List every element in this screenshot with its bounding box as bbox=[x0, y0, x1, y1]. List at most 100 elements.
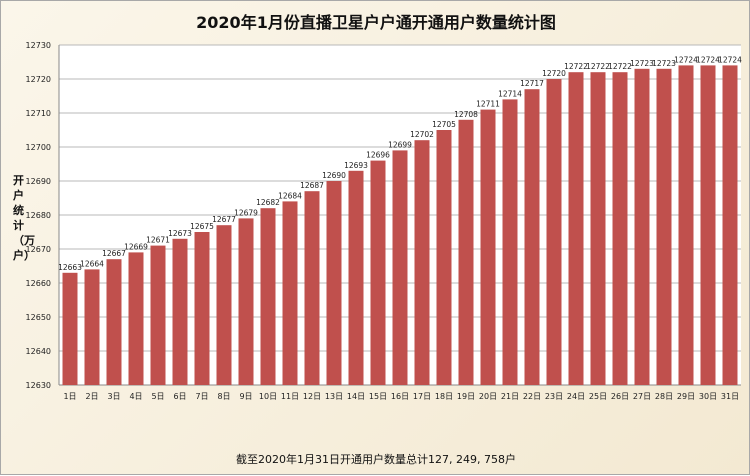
y-tick-label: 12690 bbox=[26, 177, 51, 186]
data-label: 12722 bbox=[586, 62, 610, 71]
bar bbox=[524, 89, 540, 385]
x-tick-label: 15日 bbox=[369, 392, 387, 401]
x-tick-label: 31日 bbox=[721, 392, 739, 401]
bar bbox=[458, 119, 474, 386]
data-label: 12714 bbox=[498, 89, 522, 98]
y-tick-label: 12670 bbox=[26, 245, 51, 254]
x-tick-label: 3日 bbox=[107, 392, 120, 401]
x-tick-label: 18日 bbox=[435, 392, 453, 401]
bar bbox=[62, 272, 78, 385]
bar bbox=[612, 72, 628, 385]
data-label: 12722 bbox=[608, 62, 632, 71]
x-tick-label: 19日 bbox=[457, 392, 475, 401]
data-label: 12664 bbox=[80, 259, 104, 268]
y-tick-label: 12630 bbox=[26, 381, 51, 390]
data-label: 12669 bbox=[124, 242, 148, 251]
bar bbox=[216, 225, 232, 385]
x-tick-label: 25日 bbox=[589, 392, 607, 401]
footer-note: 截至2020年1月31日开通用户数量总计127, 249, 758户 bbox=[236, 453, 516, 466]
x-tick-label: 20日 bbox=[479, 392, 497, 401]
y-tick-label: 12700 bbox=[26, 143, 51, 152]
x-tick-label: 10日 bbox=[259, 392, 277, 401]
bar bbox=[326, 181, 342, 385]
data-label: 12720 bbox=[542, 69, 566, 78]
y-tick-label: 12680 bbox=[26, 211, 51, 220]
x-tick-label: 11日 bbox=[281, 392, 299, 401]
bar bbox=[678, 65, 694, 386]
x-tick-label: 27日 bbox=[633, 392, 651, 401]
data-label: 12702 bbox=[410, 130, 434, 139]
x-tick-label: 26日 bbox=[611, 392, 629, 401]
data-label: 12696 bbox=[366, 151, 390, 160]
x-tick-label: 17日 bbox=[413, 392, 431, 401]
x-tick-label: 6日 bbox=[173, 392, 186, 401]
data-label: 12724 bbox=[696, 55, 720, 64]
bar bbox=[238, 218, 254, 385]
data-label: 12671 bbox=[146, 236, 170, 245]
data-label: 12690 bbox=[322, 171, 346, 180]
data-label: 12708 bbox=[454, 110, 478, 119]
bar bbox=[172, 238, 188, 385]
data-label: 12722 bbox=[564, 62, 588, 71]
x-tick-label: 29日 bbox=[677, 392, 695, 401]
chart-title: 2020年1月份直播卫星户户通开通用户数量统计图 bbox=[196, 13, 556, 32]
data-label: 12663 bbox=[58, 263, 82, 272]
bar bbox=[700, 65, 716, 386]
bar bbox=[656, 68, 672, 386]
y-tick-label: 12660 bbox=[26, 279, 51, 288]
data-label: 12673 bbox=[168, 229, 192, 238]
bar bbox=[84, 269, 100, 385]
x-tick-label: 1日 bbox=[63, 392, 76, 401]
data-label: 12724 bbox=[718, 55, 742, 64]
data-label: 12675 bbox=[190, 222, 214, 231]
y-tick-label: 12640 bbox=[26, 347, 51, 356]
x-tick-label: 23日 bbox=[545, 392, 563, 401]
data-label: 12667 bbox=[102, 249, 126, 258]
x-tick-label: 4日 bbox=[129, 392, 142, 401]
x-tick-label: 22日 bbox=[523, 392, 541, 401]
bar bbox=[282, 201, 298, 385]
x-tick-label: 8日 bbox=[217, 392, 230, 401]
x-tick-label: 9日 bbox=[239, 392, 252, 401]
y-tick-label: 12710 bbox=[26, 109, 51, 118]
x-tick-label: 14日 bbox=[347, 392, 365, 401]
data-label: 12682 bbox=[256, 198, 280, 207]
x-tick-label: 5日 bbox=[151, 392, 164, 401]
bar bbox=[634, 68, 650, 386]
data-label: 12687 bbox=[300, 181, 324, 190]
data-label: 12693 bbox=[344, 161, 368, 170]
data-label: 12679 bbox=[234, 208, 258, 217]
bar bbox=[546, 79, 562, 385]
bar bbox=[392, 150, 408, 385]
x-tick-label: 7日 bbox=[195, 392, 208, 401]
x-tick-label: 13日 bbox=[325, 392, 343, 401]
bar bbox=[502, 99, 518, 386]
bar bbox=[128, 252, 144, 385]
data-label: 12724 bbox=[674, 55, 698, 64]
bar bbox=[304, 191, 320, 385]
data-label: 12723 bbox=[652, 59, 676, 68]
x-tick-label: 2日 bbox=[85, 392, 98, 401]
bar bbox=[590, 72, 606, 385]
y-tick-label: 12730 bbox=[26, 41, 51, 50]
data-label: 12723 bbox=[630, 59, 654, 68]
y-tick-label: 12720 bbox=[26, 75, 51, 84]
bar bbox=[150, 245, 166, 385]
x-tick-label: 30日 bbox=[699, 392, 717, 401]
data-label: 12705 bbox=[432, 120, 456, 129]
bar bbox=[480, 109, 496, 385]
x-tick-label: 24日 bbox=[567, 392, 585, 401]
x-tick-label: 12日 bbox=[303, 392, 321, 401]
data-label: 12711 bbox=[476, 100, 500, 109]
bar bbox=[568, 72, 584, 385]
data-label: 12699 bbox=[388, 140, 412, 149]
data-label: 12677 bbox=[212, 215, 236, 224]
bar bbox=[722, 65, 738, 386]
bar bbox=[348, 170, 364, 385]
x-tick-label: 16日 bbox=[391, 392, 409, 401]
bar bbox=[260, 208, 276, 385]
x-tick-label: 28日 bbox=[655, 392, 673, 401]
x-tick-label: 21日 bbox=[501, 392, 519, 401]
